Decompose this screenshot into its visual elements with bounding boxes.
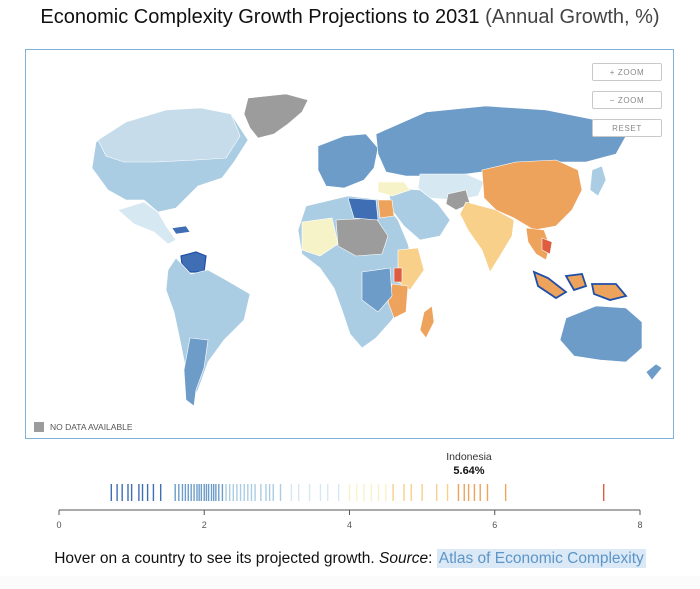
region-madagascar[interactable]: [419, 305, 435, 339]
region-central-america[interactable]: [117, 201, 177, 245]
region-southeast-asia[interactable]: [525, 227, 551, 261]
region-uganda[interactable]: [393, 267, 403, 283]
region-china[interactable]: [481, 159, 583, 231]
region-libya[interactable]: [347, 197, 379, 221]
source-sep: :: [428, 550, 433, 567]
strip-tick-label: 4: [347, 520, 352, 530]
region-australia[interactable]: [559, 305, 643, 363]
growth-strip-lines: [110, 484, 605, 501]
region-central-africa[interactable]: [361, 267, 393, 313]
title-subtitle: (Annual Growth, %): [485, 6, 660, 28]
region-middle-east[interactable]: [387, 187, 451, 241]
strip-tick-label: 8: [637, 520, 642, 530]
caption-text: Hover on a country to see its projected …: [54, 550, 375, 567]
hover-country-value: 5.64%: [453, 465, 485, 477]
title-main: Economic Complexity Growth Projections t…: [40, 6, 480, 28]
region-caribbean[interactable]: [171, 225, 191, 235]
region-mideast-yellow[interactable]: [377, 181, 411, 197]
no-data-legend: NO DATA AVAILABLE: [34, 422, 133, 432]
growth-strip-plot[interactable]: 0 2 4 6 8: [0, 476, 700, 540]
zoom-in-button[interactable]: + ZOOM: [592, 63, 662, 81]
no-data-label: NO DATA AVAILABLE: [50, 422, 133, 432]
region-indonesia[interactable]: [532, 270, 568, 300]
region-greenland[interactable]: [243, 93, 309, 139]
source-link[interactable]: Atlas of Economic Complexity: [436, 549, 646, 568]
zoom-out-button[interactable]: − ZOOM: [592, 91, 662, 109]
region-new-zealand[interactable]: [645, 363, 663, 381]
page-title: Economic Complexity Growth Projections t…: [0, 6, 700, 29]
region-japan[interactable]: [589, 165, 607, 197]
region-south-asia[interactable]: [459, 201, 515, 273]
world-map-canvas[interactable]: [26, 50, 674, 439]
no-data-swatch: [34, 422, 44, 432]
caption: Hover on a country to see its projected …: [0, 549, 700, 568]
growth-strip-ticks: 0 2 4 6 8: [56, 510, 643, 530]
strip-tick-label: 2: [202, 520, 207, 530]
source-label: Source: [379, 550, 429, 567]
reset-button[interactable]: RESET: [592, 119, 662, 137]
region-indonesia-east[interactable]: [564, 273, 628, 301]
region-south-america[interactable]: [165, 257, 251, 401]
hover-country-name: Indonesia: [446, 451, 492, 463]
region-europe[interactable]: [317, 133, 379, 189]
region-egypt[interactable]: [377, 199, 395, 219]
world-map[interactable]: + ZOOM − ZOOM RESET NO DATA AVAILABLE: [25, 49, 674, 439]
region-mideast-grey[interactable]: [445, 189, 471, 211]
strip-tick-label: 6: [492, 520, 497, 530]
region-argentina[interactable]: [183, 337, 209, 407]
region-vietnam[interactable]: [541, 237, 553, 255]
region-west-africa[interactable]: [301, 217, 339, 257]
footer-bar: [0, 576, 700, 589]
strip-tick-label: 0: [56, 520, 61, 530]
region-canada[interactable]: [97, 107, 241, 163]
